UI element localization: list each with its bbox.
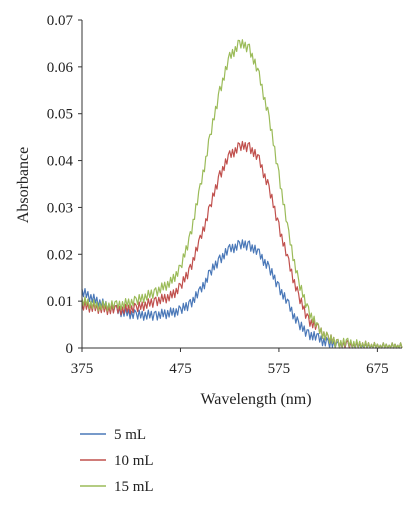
y-tick-label: 0.02	[47, 247, 73, 263]
x-axis-title: Wavelength (nm)	[200, 391, 311, 408]
legend-label: 10 mL	[114, 453, 154, 469]
y-tick-label: 0.04	[47, 154, 74, 170]
x-tick-label: 675	[366, 361, 389, 377]
x-axis: 375 475 575 675	[71, 347, 402, 377]
series-line-15-ml	[81, 39, 403, 349]
x-tick-label: 575	[268, 361, 291, 377]
legend: 5 mL 10 mL 15 mL	[80, 427, 154, 495]
series-line-5-ml	[81, 239, 403, 349]
y-tick-label: 0	[66, 341, 74, 357]
y-tick-label: 0.01	[47, 294, 73, 310]
x-tick-label: 375	[71, 361, 94, 377]
x-tick-label: 475	[169, 361, 192, 377]
y-tick-label: 0.03	[47, 200, 73, 216]
plot-area	[81, 39, 403, 349]
y-axis: 0 0.01 0.02 0.03 0.04 0.05 0.06 0.07	[47, 13, 83, 357]
y-axis-title: Absorbance	[15, 147, 32, 223]
legend-label: 5 mL	[114, 427, 146, 443]
y-tick-label: 0.05	[47, 107, 73, 123]
y-tick-label: 0.06	[47, 60, 74, 76]
y-tick-label: 0.07	[47, 13, 74, 29]
legend-label: 15 mL	[114, 479, 154, 495]
